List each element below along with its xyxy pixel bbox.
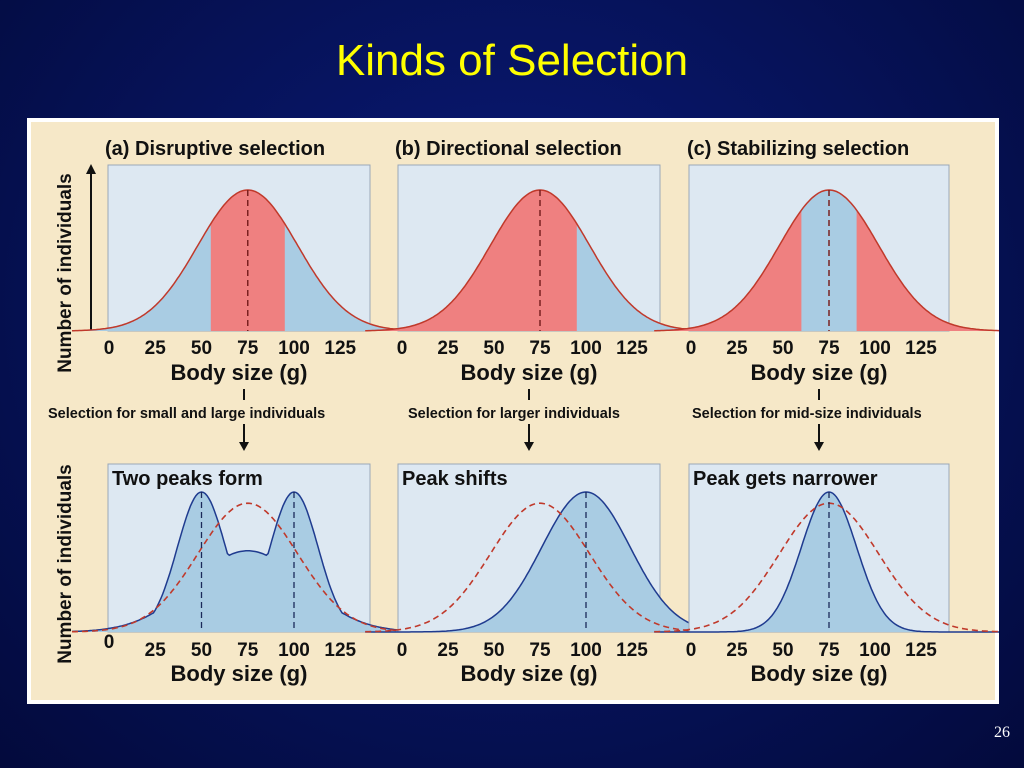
tick-label-after-c-2: 50 <box>772 640 793 661</box>
y-axis-bottom: Number of individuals <box>55 464 76 664</box>
tick-label-after-a-0: 0 <box>104 632 115 653</box>
tick-label-after-c-5: 125 <box>905 640 937 661</box>
tick-label-after-a-1: 25 <box>145 640 167 661</box>
tick-label-after-b-4: 100 <box>570 640 602 661</box>
tick-label-before-b-2: 50 <box>483 338 504 359</box>
selection-figure: Number of individuals Number of individu… <box>27 118 999 704</box>
original-distribution-dashed-b <box>365 502 715 633</box>
tick-label-after-c-0: 0 <box>686 640 697 661</box>
tick-label-after-c-1: 25 <box>726 640 748 661</box>
x-axis-title-after-a: Body size (g) <box>171 661 308 686</box>
tick-label-before-b-5: 125 <box>616 338 648 359</box>
note-stabilizing: Selection for mid-size individuals <box>692 406 922 422</box>
x-axis-title-before-c: Body size (g) <box>751 360 888 385</box>
note-directional: Selection for larger individuals <box>408 406 620 422</box>
tick-label-before-b-1: 25 <box>437 338 459 359</box>
tick-label-before-b-0: 0 <box>397 338 408 359</box>
tick-label-before-c-4: 100 <box>859 338 891 359</box>
plots-layer: 0 25 50 75 100 125 Body size (g) Two peaks form… <box>71 164 999 686</box>
tick-label-after-b-1: 25 <box>437 640 459 661</box>
new-population-fill-b <box>365 492 715 632</box>
tick-label-before-c-0: 0 <box>686 338 697 359</box>
tick-label-before-c-2: 50 <box>772 338 793 359</box>
tick-label-after-b-3: 75 <box>529 640 551 661</box>
y-axis-top: Number of individuals <box>55 164 96 373</box>
tick-label-before-c-5: 125 <box>905 338 937 359</box>
tick-label-before-a-1: 25 <box>145 338 167 359</box>
tick-label-before-c-3: 75 <box>818 338 840 359</box>
original-distribution-dashed-a <box>72 502 424 633</box>
tick-label-after-c-4: 100 <box>859 640 891 661</box>
tick-label-after-a-2: 50 <box>191 640 212 661</box>
selection-diagram-svg: Number of individuals Number of individu… <box>31 122 999 700</box>
tick-label-after-c-3: 75 <box>818 640 840 661</box>
tick-label-after-b-0: 0 <box>397 640 408 661</box>
tick-label-after-a-5: 125 <box>324 640 356 661</box>
tick-label-before-a-4: 100 <box>278 338 310 359</box>
tick-label-before-b-4: 100 <box>570 338 602 359</box>
note-disruptive: Selection for small and large individual… <box>48 406 325 422</box>
slide-number: 26 <box>994 724 1010 741</box>
x-axis-title-before-a: Body size (g) <box>171 360 308 385</box>
new-population-outline-b <box>365 491 715 633</box>
tick-label-before-b-3: 75 <box>529 338 551 359</box>
tick-label-after-a-3: 75 <box>237 640 259 661</box>
new-population-fill-c <box>654 492 999 632</box>
y-axis-arrowhead-top <box>86 164 96 174</box>
x-axis-title-after-b: Body size (g) <box>461 661 598 686</box>
selected-region-b-0 <box>365 190 577 331</box>
heading-directional: (b) Directional selection <box>395 138 622 160</box>
tick-label-before-a-5: 125 <box>324 338 356 359</box>
tick-label-before-a-2: 50 <box>191 338 212 359</box>
result-label-a: Two peaks form <box>112 468 263 490</box>
x-axis-title-after-c: Body size (g) <box>751 661 888 686</box>
tick-label-before-c-1: 25 <box>726 338 748 359</box>
y-axis-label-top: Number of individuals <box>55 173 76 373</box>
tick-label-before-a-3: 75 <box>237 338 259 359</box>
population-curve-fill-c <box>654 190 999 331</box>
selected-region-c-1 <box>856 210 999 331</box>
heading-stabilizing: (c) Stabilizing selection <box>687 138 909 160</box>
slide-title: Kinds of Selection <box>335 36 689 85</box>
arrow-head-b <box>524 442 534 451</box>
x-axis-title-before-b: Body size (g) <box>461 360 598 385</box>
y-axis-label-bottom: Number of individuals <box>55 464 76 664</box>
arrow-head-c <box>814 442 824 451</box>
heading-disruptive: (a) Disruptive selection <box>105 138 325 160</box>
arrow-head-a <box>239 442 249 451</box>
new-population-fill-a <box>72 492 424 632</box>
tick-label-after-b-2: 50 <box>483 640 504 661</box>
selected-region-c-0 <box>654 210 802 331</box>
result-label-c: Peak gets narrower <box>693 468 878 490</box>
tick-label-after-b-5: 125 <box>616 640 648 661</box>
tick-label-before-a-0: 0 <box>104 338 115 359</box>
result-label-b: Peak shifts <box>402 468 508 490</box>
tick-label-after-a-4: 100 <box>278 640 310 661</box>
